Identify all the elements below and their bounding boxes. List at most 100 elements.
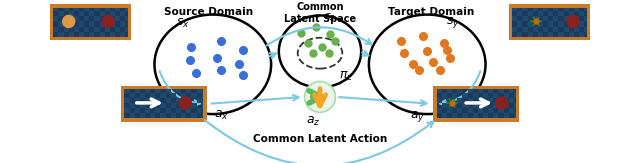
Bar [84, 16, 90, 22]
Bar [527, 32, 532, 37]
Bar [532, 16, 538, 22]
Bar [457, 108, 462, 113]
Bar [115, 27, 120, 32]
Bar [161, 113, 166, 118]
Bar [176, 108, 181, 113]
Bar [125, 27, 128, 32]
Bar [74, 16, 79, 22]
Bar [181, 113, 186, 118]
Bar [53, 8, 58, 11]
Bar [527, 22, 532, 27]
Bar [584, 27, 587, 32]
Bar [156, 98, 161, 103]
Bar [559, 11, 564, 16]
Bar [125, 8, 128, 11]
Bar [50, 4, 131, 40]
Bar [467, 98, 473, 103]
Bar [499, 89, 504, 93]
Bar [553, 27, 559, 32]
Bar [553, 8, 559, 11]
Bar [156, 89, 161, 93]
Bar [462, 113, 467, 118]
Bar [517, 22, 522, 27]
Bar [100, 11, 105, 16]
Bar [499, 98, 504, 103]
Bar [548, 32, 553, 37]
Bar [95, 8, 100, 11]
Bar [176, 89, 181, 93]
Bar [488, 98, 493, 103]
Bar [186, 89, 191, 93]
Text: $s_y$: $s_y$ [446, 15, 460, 30]
Bar [191, 113, 196, 118]
Text: Source Domain: Source Domain [164, 7, 253, 17]
Text: $a_x$: $a_x$ [214, 109, 228, 122]
Text: Common
Latent Space: Common Latent Space [284, 2, 356, 24]
Bar [124, 98, 130, 103]
Bar [53, 27, 58, 32]
Bar [186, 108, 191, 113]
Bar [110, 32, 115, 37]
Bar [483, 103, 488, 108]
Bar [202, 103, 204, 108]
Bar [532, 8, 538, 11]
Bar [125, 16, 128, 22]
Bar [186, 98, 191, 103]
Bar [150, 93, 156, 98]
Bar [95, 27, 100, 32]
Bar [569, 32, 574, 37]
Bar [532, 27, 538, 32]
Bar [130, 93, 135, 98]
Bar [517, 32, 522, 37]
Bar [473, 93, 478, 98]
Text: $s_z$: $s_z$ [324, 11, 336, 23]
Bar [436, 89, 442, 93]
Bar [140, 93, 145, 98]
Bar [467, 89, 473, 93]
Bar [110, 11, 115, 16]
Circle shape [496, 97, 508, 109]
Bar [120, 22, 125, 27]
Bar [145, 89, 150, 93]
Bar [579, 32, 584, 37]
Bar [452, 113, 457, 118]
Bar [166, 108, 171, 113]
Bar [522, 27, 527, 32]
Circle shape [102, 15, 114, 27]
Text: $\pi_z$: $\pi_z$ [339, 70, 353, 83]
Bar [58, 32, 63, 37]
Bar [462, 103, 467, 108]
Bar [161, 103, 166, 108]
Bar [90, 32, 95, 37]
Bar [68, 32, 74, 37]
Bar [436, 98, 442, 103]
Text: Target Domain: Target Domain [388, 7, 475, 17]
Bar [150, 113, 156, 118]
Bar [84, 8, 90, 11]
Bar [63, 16, 68, 22]
Bar [191, 93, 196, 98]
Bar [504, 103, 509, 108]
Bar [120, 32, 125, 37]
Bar [512, 27, 517, 32]
Bar [166, 89, 171, 93]
Bar [538, 22, 543, 27]
Bar [442, 113, 447, 118]
Bar [509, 108, 514, 113]
Bar [79, 11, 84, 16]
Bar [191, 103, 196, 108]
Bar [488, 108, 493, 113]
Bar [202, 113, 204, 118]
Bar [538, 32, 543, 37]
Bar [543, 8, 548, 11]
Bar [436, 89, 516, 118]
Bar [559, 32, 564, 37]
Bar [483, 113, 488, 118]
Bar [509, 4, 590, 40]
Bar [579, 22, 584, 27]
Bar [548, 22, 553, 27]
Bar [105, 16, 110, 22]
Bar [140, 103, 145, 108]
Bar [124, 108, 130, 113]
Bar [79, 22, 84, 27]
